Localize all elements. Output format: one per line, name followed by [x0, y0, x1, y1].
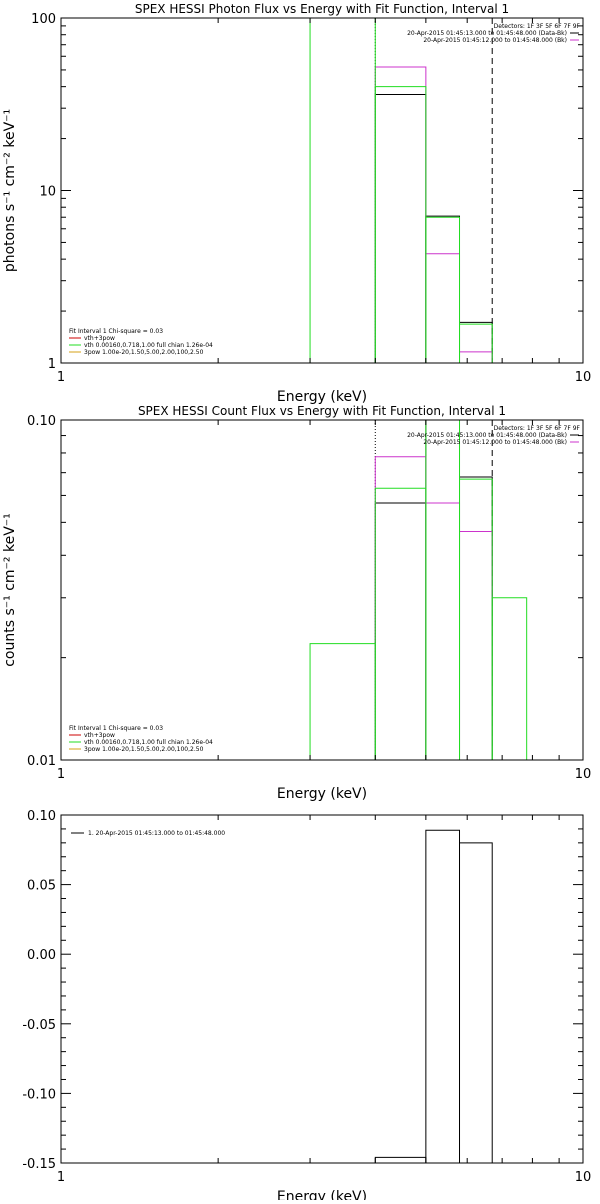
bin-green-1 — [309, 643, 376, 760]
series-black — [374, 94, 493, 363]
series-black — [374, 420, 493, 760]
bin-black-2 — [425, 829, 461, 1163]
legend-top: 1. 20-Apr-2015 01:45:13.000 to 01:45:48.… — [71, 830, 225, 837]
plot-frame — [60, 814, 584, 1164]
series-black — [374, 829, 493, 1163]
y-tick-label: 0.10 — [27, 809, 56, 824]
legend-entry-text: 20-Apr-2015 01:45:13.000 to 01:45:48.000… — [407, 30, 567, 37]
bin-green-2 — [374, 86, 427, 363]
bin-magenta-2 — [425, 502, 461, 760]
y-ticks — [61, 17, 583, 364]
chart-title: SPEX HESSI Count Flux vs Energy with Fit… — [138, 404, 506, 418]
x-tick-label: 10 — [575, 767, 592, 782]
fit-legend-entry: vth+3pow — [84, 732, 115, 739]
fit-legend-header: Fit Interval 1 Chi-square = 0.03 — [69, 328, 163, 335]
x-tick-label: 1 — [57, 370, 65, 385]
series-magenta — [374, 456, 493, 760]
x-axis-label: Energy (keV) — [277, 389, 367, 405]
y-axis-label: counts s⁻¹ cm⁻² keV⁻¹ — [2, 513, 18, 667]
y-tick-label: -0.10 — [22, 1087, 56, 1102]
y-tick-label: -0.05 — [22, 1018, 56, 1033]
x-ticks — [60, 18, 584, 363]
y-tick-label: 0.00 — [27, 948, 56, 963]
x-tick-label: 1 — [57, 1170, 65, 1185]
plot-area — [309, 420, 528, 760]
x-ticks — [60, 815, 584, 1163]
bin-black-2 — [425, 420, 461, 760]
legend-top: Detectors: 1F 3F 5F 6F 7F 9F20-Apr-2015 … — [407, 23, 580, 44]
fit-legend-entry: 3pow 1.00e-20,1.50,5.00,2.00,100,2.50 — [84, 746, 204, 753]
x-tick-label: 10 — [575, 370, 592, 385]
bin-black-1 — [374, 502, 427, 760]
y-axis-label: photons s⁻¹ cm⁻² keV⁻¹ — [2, 109, 18, 272]
bin-green-3 — [425, 420, 461, 760]
fit-legend: Fit Interval 1 Chi-square = 0.03vth+3pow… — [69, 328, 213, 356]
series-magenta — [374, 66, 493, 363]
x-tick-label: 10 — [575, 1170, 592, 1185]
bin-magenta-3 — [459, 530, 493, 760]
x-axis-label: Energy (keV) — [277, 786, 367, 802]
legend-entry-text: 20-Apr-2015 01:45:12.000 to 01:45:48.000… — [423, 37, 567, 44]
bin-black-1 — [374, 94, 427, 363]
x-ticks — [60, 420, 584, 760]
y-tick-label: 0.01 — [27, 754, 56, 769]
bin-green-4 — [459, 323, 493, 363]
legend-entry-text: 20-Apr-2015 01:45:12.000 to 01:45:48.000… — [423, 439, 567, 446]
bin-black-2 — [425, 215, 461, 363]
plot-frame — [60, 419, 584, 761]
y-ticks — [61, 814, 583, 1164]
fit-legend-entry: vth 0.00160,0.718,1.00 full chian 1.26e-… — [84, 739, 213, 746]
fit-legend-entry: 3pow 1.00e-20,1.50,5.00,2.00,100,2.50 — [84, 349, 204, 356]
legend-entry-text: 1. 20-Apr-2015 01:45:13.000 to 01:45:48.… — [88, 830, 225, 837]
legend-entry-text: 20-Apr-2015 01:45:13.000 to 01:45:48.000… — [407, 432, 567, 439]
plot-area — [309, 18, 493, 363]
bin-black-3 — [459, 476, 493, 760]
legend-detectors: Detectors: 1F 3F 5F 6F 7F 9F — [494, 23, 581, 30]
bin-black-3 — [459, 842, 493, 1163]
bin-magenta-1 — [374, 66, 427, 363]
series-green — [309, 420, 528, 760]
y-ticks — [61, 419, 583, 761]
bin-green-3 — [425, 216, 461, 363]
fit-legend-entry: vth 0.00160,0.718,1.00 full chian 1.26e-… — [84, 342, 213, 349]
plot-area — [374, 829, 493, 1163]
y-tick-label: 10 — [39, 185, 56, 200]
legend-top: Detectors: 1F 3F 5F 6F 7F 9F20-Apr-2015 … — [407, 425, 580, 446]
bin-magenta-2 — [425, 253, 461, 363]
bin-magenta-3 — [459, 351, 493, 363]
legend-detectors: Detectors: 1F 3F 5F 6F 7F 9F — [494, 425, 581, 432]
bin-black-3 — [459, 321, 493, 363]
bin-green-4 — [459, 478, 493, 760]
x-axis-label: Energy (keV) — [277, 1189, 367, 1200]
y-tick-label: 0.05 — [27, 879, 56, 894]
y-tick-label: -0.15 — [22, 1157, 56, 1172]
bin-magenta-1 — [374, 456, 427, 760]
series-green — [309, 18, 493, 363]
bin-green-5 — [491, 597, 528, 760]
plot-frame — [60, 17, 584, 364]
fit-legend-entry: vth+3pow — [84, 335, 115, 342]
y-tick-label: 100 — [31, 12, 56, 27]
bin-black-1 — [374, 1156, 427, 1163]
y-tick-label: 0.10 — [27, 414, 56, 429]
panel-2: 1 10 0.01 0.10 SPEX HESSI Count Flux vs Ener… — [2, 404, 591, 802]
fit-legend-header: Fit Interval 1 Chi-square = 0.03 — [69, 725, 163, 732]
bin-green-1 — [309, 18, 376, 363]
x-tick-label: 1 — [57, 767, 65, 782]
fit-legend: Fit Interval 1 Chi-square = 0.03vth+3pow… — [69, 725, 213, 753]
panel-3: 1 10 0.10 0.05 0.00 -0.05 -0.10 -0.15 Energy (ke… — [22, 809, 592, 1204]
y-tick-label: 1 — [48, 357, 56, 372]
bin-green-2 — [374, 487, 427, 760]
panel-1: 1 10 1 10 100 SPEX HESSI Photon Flux vs Energ… — [2, 2, 591, 405]
chart-title: SPEX HESSI Photon Flux vs Energy with Fi… — [135, 2, 509, 16]
